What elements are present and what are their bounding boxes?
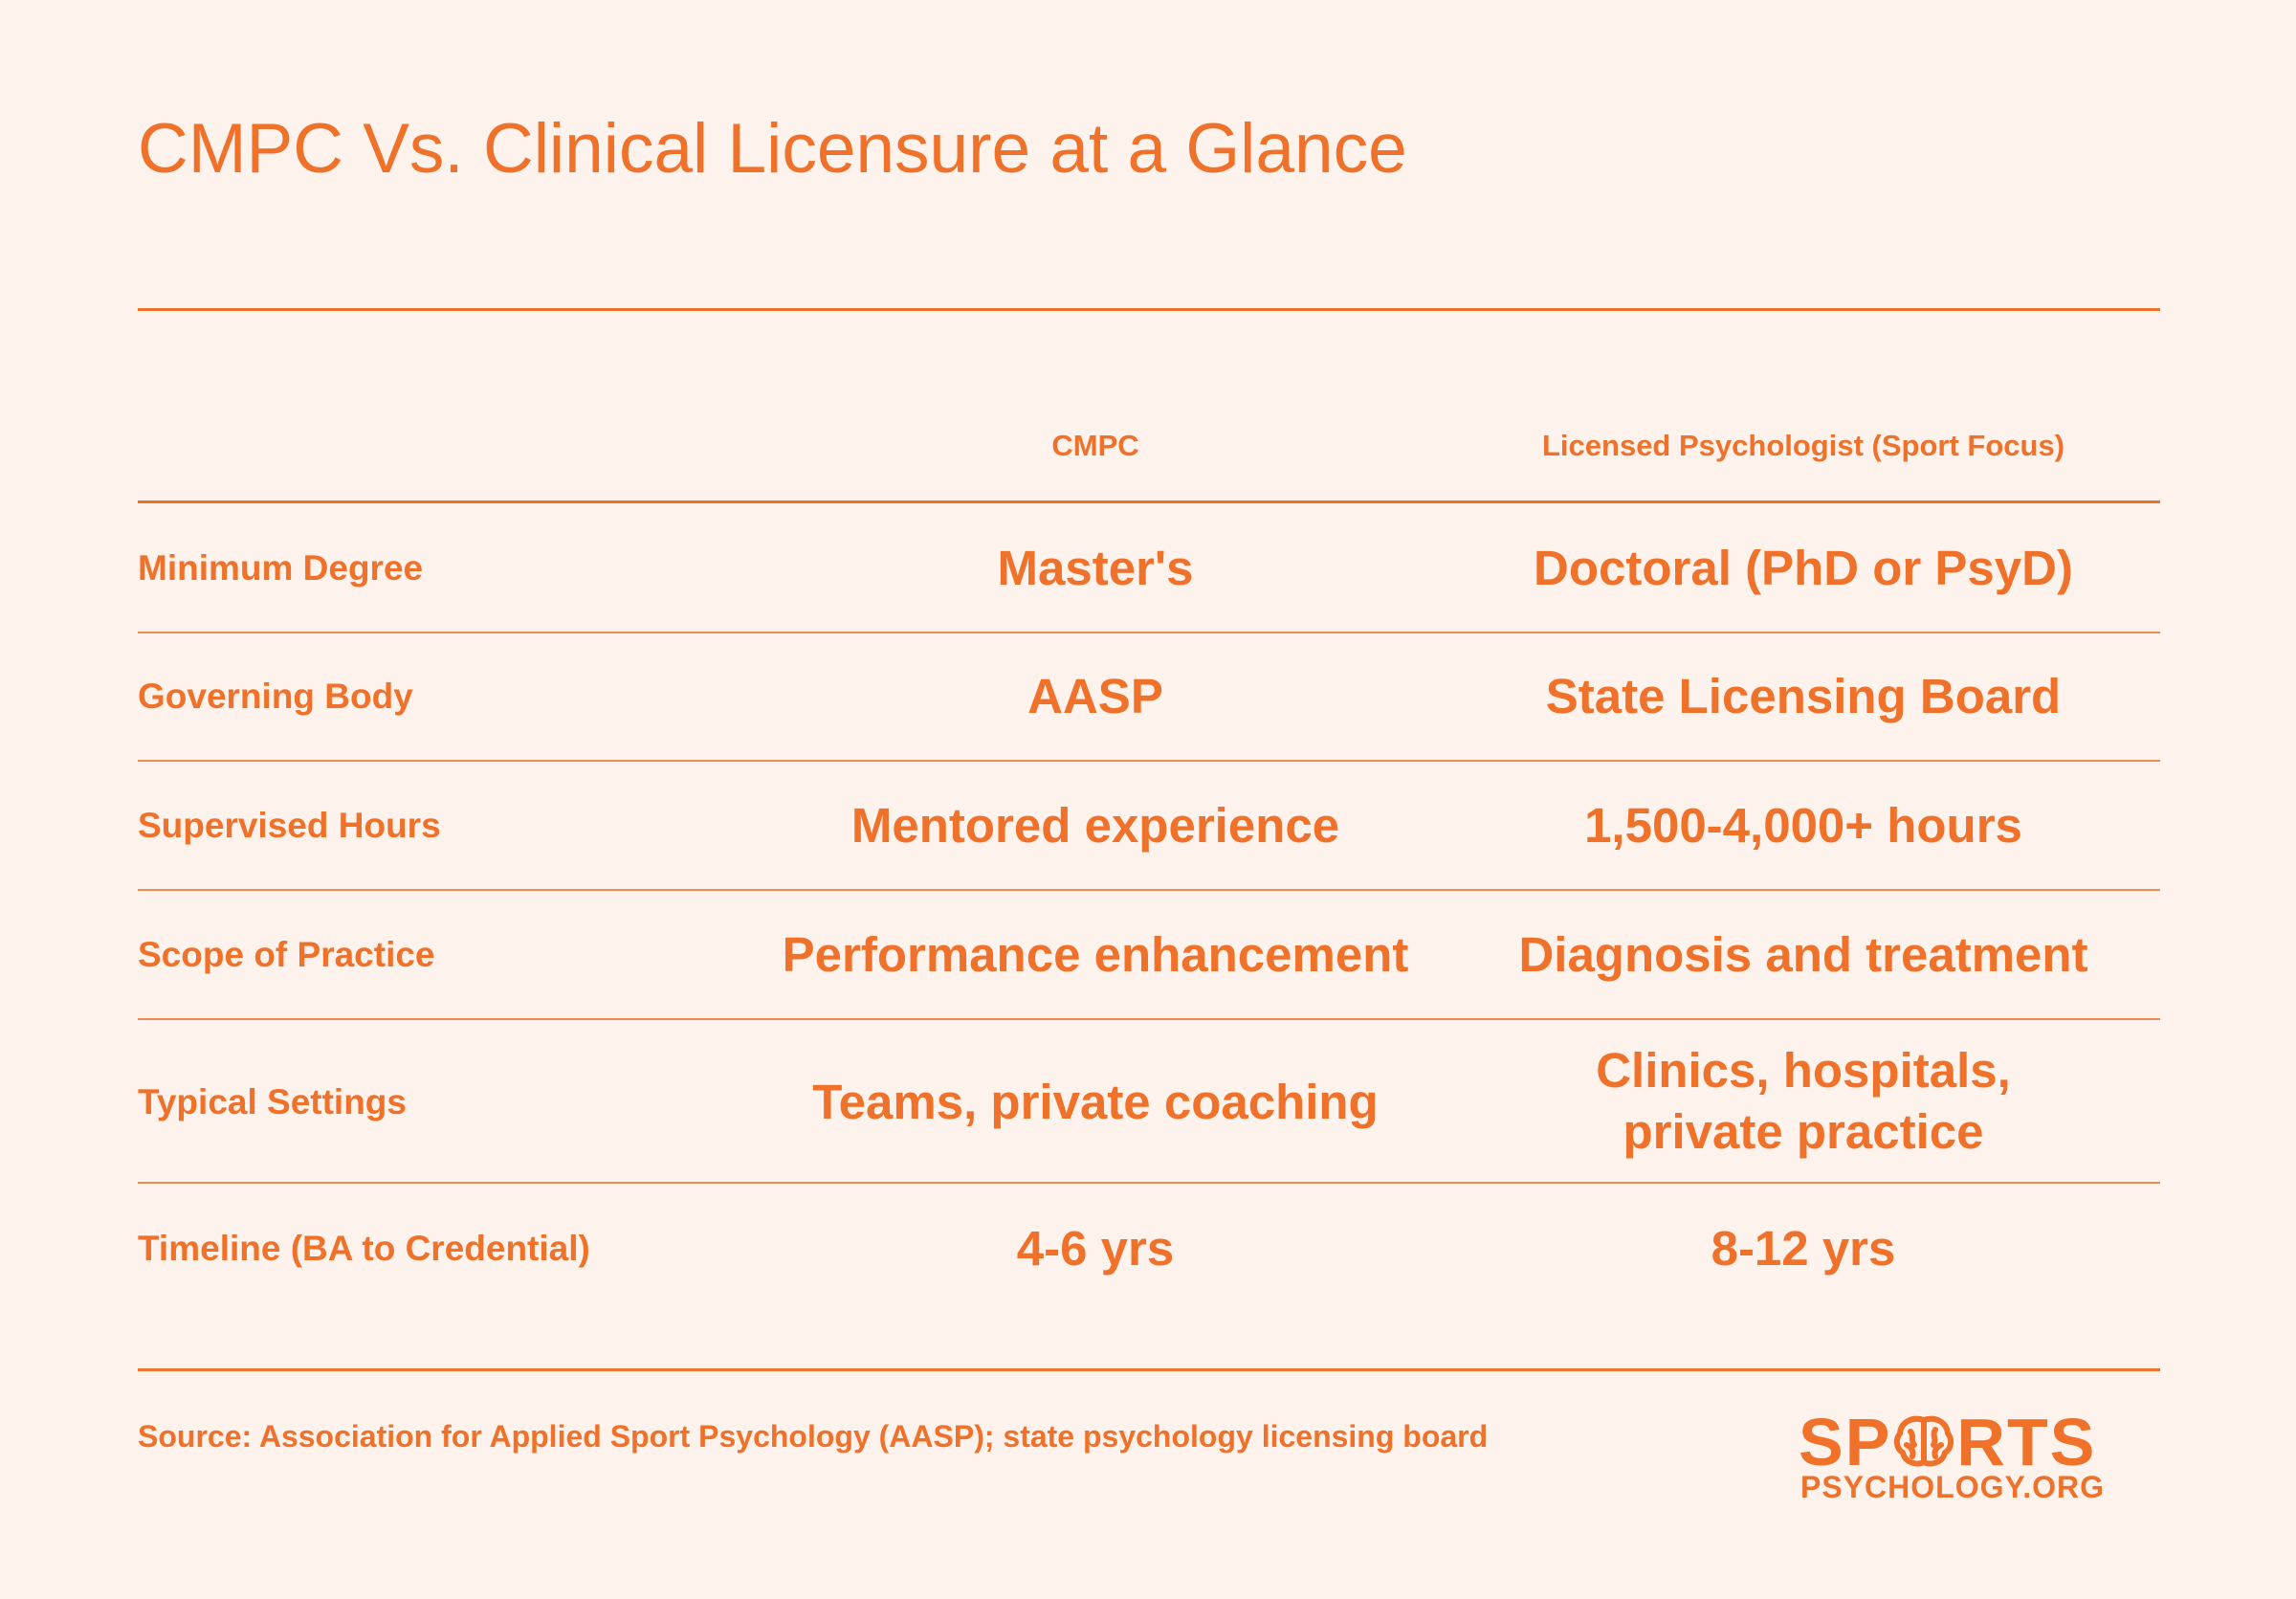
logo-text-left: SP xyxy=(1799,1405,1892,1479)
cell-licensed: Clinics, hospitals, private practice xyxy=(1468,1040,2138,1163)
row-label: Scope of Practice xyxy=(138,935,435,974)
logo-wordmark-top: SP RTS xyxy=(1799,1409,2096,1476)
column-header-cmpc: CMPC xyxy=(1051,429,1139,462)
column-header-licensed: Licensed Psychologist (Sport Focus) xyxy=(1541,429,2065,462)
cell-cmpc: Master's xyxy=(997,541,1194,595)
row-divider xyxy=(138,1018,2160,1020)
source-note: Source: Association for Applied Sport Ps… xyxy=(138,1419,1489,1454)
row-divider xyxy=(138,889,2160,891)
cell-licensed: Doctoral (PhD or PsyD) xyxy=(1534,541,2073,595)
logo-wordmark-bottom: PSYCHOLOGY.ORG xyxy=(1800,1470,2106,1504)
cell-licensed: 8-12 yrs xyxy=(1711,1221,1896,1276)
row-label: Supervised Hours xyxy=(138,806,441,845)
header-divider xyxy=(138,500,2160,503)
row-label: Governing Body xyxy=(138,677,413,716)
row-label: Typical Settings xyxy=(138,1082,407,1122)
top-divider xyxy=(138,308,2160,311)
cell-line: private practice xyxy=(1623,1104,1984,1159)
cell-licensed: State Licensing Board xyxy=(1545,669,2062,723)
cell-cmpc: Teams, private coaching xyxy=(812,1075,1379,1129)
bottom-divider xyxy=(138,1368,2160,1371)
logo-text-right: RTS xyxy=(1956,1405,2097,1479)
sportspsychology-logo[interactable]: SP RTS PSYCHOLOGY.ORG xyxy=(1799,1409,2143,1502)
row-label: Minimum Degree xyxy=(138,548,424,588)
cell-cmpc: Performance enhancement xyxy=(782,927,1409,982)
row-label: Timeline (BA to Credential) xyxy=(138,1229,590,1268)
cell-line: Clinics, hospitals, xyxy=(1596,1043,2011,1098)
brain-icon xyxy=(1894,1415,1954,1467)
cell-cmpc: AASP xyxy=(1027,669,1163,723)
row-divider xyxy=(138,760,2160,762)
cell-cmpc: 4-6 yrs xyxy=(1016,1221,1175,1276)
cell-licensed: Diagnosis and treatment xyxy=(1518,927,2088,982)
page-title: CMPC Vs. Clinical Licensure at a Glance xyxy=(138,110,1407,188)
cell-licensed: 1,500-4,000+ hours xyxy=(1584,798,2022,853)
cell-cmpc: Mentored experience xyxy=(850,798,1340,853)
row-divider xyxy=(138,632,2160,633)
row-divider xyxy=(138,1182,2160,1184)
